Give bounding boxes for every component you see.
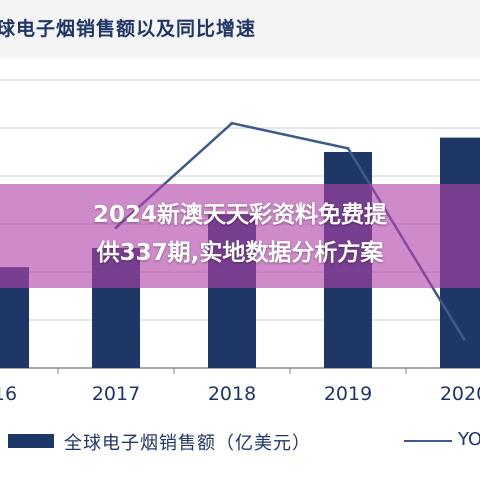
title-band <box>0 0 480 58</box>
yoy-point <box>346 146 350 150</box>
promo-overlay <box>0 184 480 288</box>
x-tick-label-2020: 2020 <box>440 383 480 405</box>
x-tick-label-2018: 2018 <box>208 383 256 405</box>
promo-line-1: 2024新澳天天彩资料免费提 <box>92 202 387 228</box>
promo-line-2: 供337期,实地数据分析方案 <box>96 240 384 266</box>
legend-bar-swatch <box>8 434 54 448</box>
promo-overlay-text: 2024新澳天天彩资料免费提 供337期,实地数据分析方案 <box>0 196 480 272</box>
yoy-point <box>230 121 234 125</box>
x-tick-label-2017: 2017 <box>92 383 140 405</box>
legend-line-label: YO <box>458 429 480 450</box>
x-tick-labels: 16 2017 2018 2019 2020 <box>0 383 480 405</box>
x-tick-label-2019: 2019 <box>324 383 372 405</box>
x-tick-label-16: 16 <box>0 383 17 405</box>
legend-bar-label: 全球电子烟销售额（亿美元） <box>64 433 311 454</box>
chart-title: 球电子烟销售额以及同比增速 <box>0 18 257 40</box>
yoy-point <box>462 337 466 341</box>
legend-line-swatch <box>404 440 452 442</box>
legend: 全球电子烟销售额（亿美元） YO <box>0 420 480 462</box>
